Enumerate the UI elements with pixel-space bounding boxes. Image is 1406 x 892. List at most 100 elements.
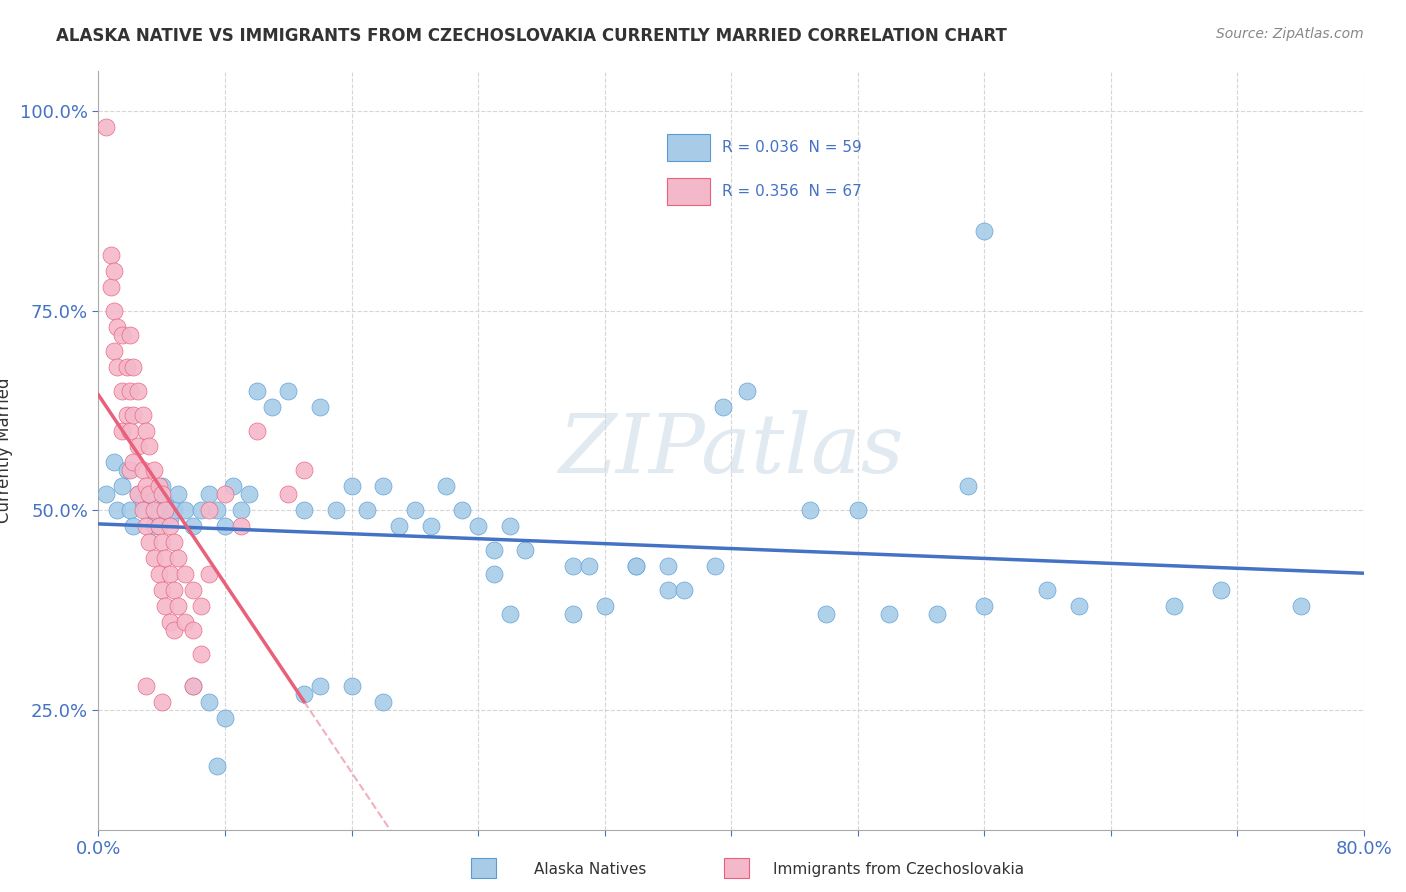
Point (132, 495, 155, 509)
Point (877, 607, 900, 621)
Point (107, 359, 129, 374)
Point (153, 495, 176, 509)
Point (148, 503, 170, 517)
Bar (724, 858, 749, 878)
Point (371, 479, 394, 493)
Point (198, 503, 221, 517)
Point (593, 599, 616, 613)
Text: Source: ZipAtlas.com: Source: ZipAtlas.com (1216, 27, 1364, 41)
Point (624, 559, 647, 574)
Point (115, 408, 138, 422)
Point (148, 519, 170, 533)
Point (925, 607, 948, 621)
Point (138, 487, 160, 501)
Point (115, 463, 138, 477)
Text: R = 0.036  N = 59: R = 0.036 N = 59 (723, 140, 862, 155)
Point (138, 440, 160, 454)
Point (166, 599, 188, 613)
Point (238, 487, 260, 501)
Point (107, 319, 129, 334)
Point (174, 615, 197, 629)
Point (103, 455, 125, 469)
Bar (668, 134, 710, 161)
Point (138, 487, 160, 501)
Point (814, 607, 837, 621)
Point (340, 679, 363, 693)
Point (973, 224, 995, 238)
Point (166, 551, 188, 566)
Point (135, 424, 157, 438)
Point (624, 559, 647, 574)
Point (292, 687, 315, 701)
Point (451, 503, 474, 517)
Point (735, 384, 758, 398)
Point (183, 519, 205, 533)
Point (174, 567, 197, 582)
Point (127, 384, 149, 398)
Point (127, 487, 149, 501)
Point (214, 487, 236, 501)
Point (325, 503, 347, 517)
Point (150, 583, 173, 598)
Point (153, 551, 176, 566)
Point (498, 519, 520, 533)
Point (120, 327, 141, 342)
Point (142, 551, 165, 566)
Point (163, 503, 186, 517)
Text: Alaska Natives: Alaska Natives (534, 863, 647, 877)
Point (262, 400, 284, 414)
Point (166, 487, 188, 501)
Point (482, 567, 505, 582)
Point (436, 479, 458, 493)
Point (96, 487, 118, 501)
Point (205, 758, 228, 772)
Point (148, 567, 170, 582)
Point (1067, 599, 1090, 613)
Point (96, 120, 118, 135)
Point (100, 248, 122, 262)
Point (120, 384, 141, 398)
Point (309, 679, 332, 693)
Point (135, 479, 157, 493)
Point (103, 343, 125, 358)
Point (205, 503, 228, 517)
Point (309, 400, 332, 414)
Point (498, 607, 520, 621)
Point (246, 384, 269, 398)
Point (561, 559, 585, 574)
Point (153, 599, 176, 613)
Point (229, 503, 252, 517)
Point (111, 384, 134, 398)
Point (1211, 583, 1233, 598)
Point (799, 503, 821, 517)
Point (132, 408, 155, 422)
Point (1163, 599, 1185, 613)
Point (561, 607, 585, 621)
Y-axis label: Currently Married: Currently Married (0, 377, 13, 524)
Point (142, 503, 165, 517)
Point (704, 559, 727, 574)
Point (100, 280, 122, 294)
Point (467, 519, 489, 533)
Point (404, 503, 426, 517)
Point (711, 400, 734, 414)
Point (115, 359, 138, 374)
Point (222, 479, 245, 493)
Point (657, 559, 679, 574)
Point (190, 599, 212, 613)
Point (111, 327, 134, 342)
Point (1289, 599, 1312, 613)
Point (214, 519, 236, 533)
Point (292, 463, 315, 477)
Point (973, 599, 995, 613)
Point (150, 695, 173, 709)
Text: R = 0.356  N = 67: R = 0.356 N = 67 (723, 185, 862, 200)
Point (159, 615, 181, 629)
Point (127, 487, 149, 501)
Point (183, 623, 205, 637)
Point (135, 503, 157, 517)
Point (150, 479, 173, 493)
Point (578, 559, 600, 574)
Text: Immigrants from Czechoslovakia: Immigrants from Czechoslovakia (773, 863, 1025, 877)
Point (111, 479, 134, 493)
